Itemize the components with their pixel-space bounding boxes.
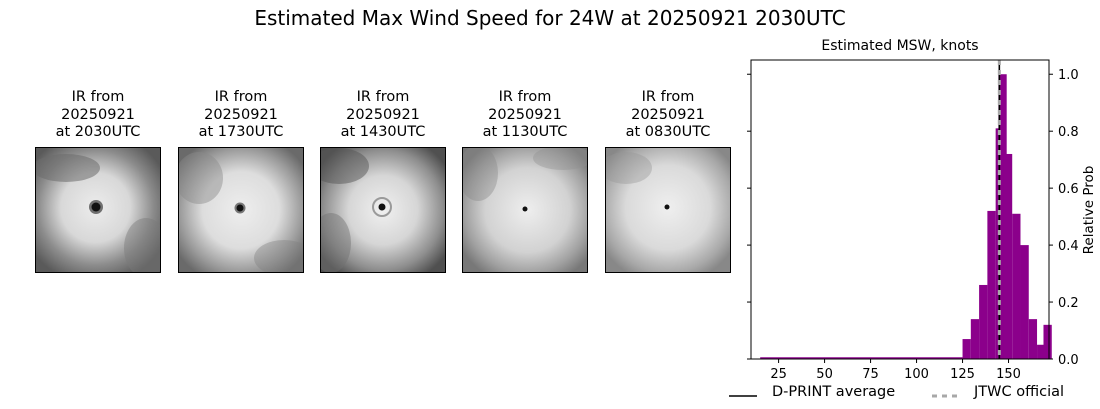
- histogram-bar: [970, 319, 980, 359]
- x-axis-ticks: 25 50 75 100 125 150: [770, 359, 1021, 382]
- legend-jtwc-label: JTWC official: [974, 384, 1065, 400]
- y-tick-label: 0.2: [1058, 296, 1079, 311]
- y-axis-label: Relative Prob: [1081, 166, 1097, 255]
- x-tick-label: 25: [770, 367, 787, 382]
- plot-frame: [750, 59, 1050, 360]
- histogram-bar: [1012, 213, 1021, 359]
- panel-title-2: IR from 20250921 at 1730UTC: [198, 89, 284, 140]
- panel-title-3: IR from 20250921 at 1430UTC: [340, 89, 426, 140]
- x-tick-label: 50: [816, 367, 833, 382]
- y-tick-label: 0.6: [1058, 182, 1079, 197]
- y-tick-label: 1.0: [1058, 68, 1079, 83]
- histogram-bar: [987, 210, 996, 359]
- ir-satellite-image: [35, 147, 161, 273]
- y-axis-ticks: 0.0 0.2 0.4 0.6 0.8 1.0: [747, 68, 1079, 368]
- histogram-bars: [760, 74, 1052, 359]
- y-tick-label: 0.0: [1058, 353, 1079, 368]
- histogram-bar: [979, 284, 988, 359]
- y-tick-label: 0.4: [1058, 239, 1079, 254]
- x-tick-label: 75: [862, 367, 879, 382]
- ir-satellite-image: [605, 147, 731, 273]
- x-tick-label: 100: [904, 367, 929, 382]
- x-tick-label: 150: [996, 367, 1021, 382]
- histogram-bar: [1043, 324, 1052, 359]
- histogram-bar: [1037, 344, 1046, 359]
- figure-title: Estimated Max Wind Speed for 24W at 2025…: [254, 6, 846, 30]
- y-tick-label: 0.8: [1058, 125, 1079, 140]
- ir-satellite-image: [320, 147, 446, 273]
- histogram-bar: [1028, 319, 1038, 359]
- ir-satellite-image: [178, 147, 304, 273]
- panel-title-4: IR from 20250921 at 1130UTC: [482, 89, 568, 140]
- histogram-bar: [998, 74, 1007, 359]
- legend-dprint-label: D-PRINT average: [772, 384, 896, 400]
- histogram-bar: [1020, 245, 1029, 359]
- histogram-bar: [962, 339, 971, 359]
- panel-title-1: IR from 20250921 at 2030UTC: [55, 89, 141, 140]
- panel-title-5: IR from 20250921 at 0830UTC: [625, 89, 711, 140]
- x-tick-label: 125: [950, 367, 975, 382]
- chart-title: Estimated MSW, knots: [821, 38, 978, 54]
- ir-satellite-image: [462, 147, 588, 273]
- histogram-bar: [1003, 153, 1013, 359]
